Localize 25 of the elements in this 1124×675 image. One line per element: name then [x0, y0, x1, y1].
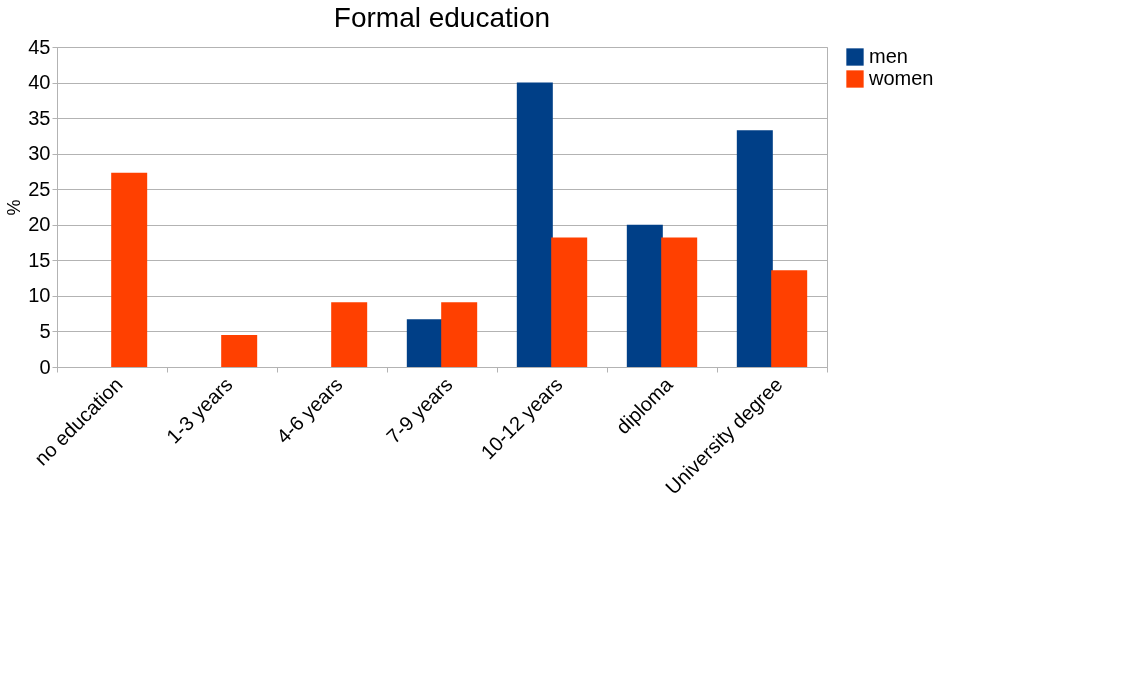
- y-axis-title: %: [4, 199, 25, 216]
- y-tick-label: 35: [28, 106, 51, 129]
- bar: [111, 172, 148, 367]
- y-tick-label: 40: [28, 71, 51, 94]
- y-tick-label: 5: [39, 319, 51, 342]
- bar: [441, 302, 478, 367]
- bar: [406, 319, 443, 367]
- bar: [331, 302, 368, 367]
- bar: [516, 82, 553, 367]
- bar: [551, 237, 588, 367]
- y-tick-label: 0: [39, 355, 51, 378]
- y-tick-label: 30: [28, 142, 51, 165]
- y-tick-label: 20: [28, 213, 51, 236]
- legend-label: men: [869, 45, 908, 67]
- y-tick-label: 45: [28, 35, 51, 58]
- y-tick-label: 25: [28, 177, 51, 200]
- bar: [626, 224, 663, 367]
- bar: [661, 237, 698, 367]
- y-tick-label: 15: [28, 248, 51, 271]
- bar: [771, 270, 808, 367]
- chart-title: Formal education: [333, 2, 551, 33]
- legend-label: women: [868, 67, 934, 89]
- y-tick-label: 10: [28, 284, 51, 307]
- bar: [736, 130, 773, 367]
- bar: [221, 335, 258, 367]
